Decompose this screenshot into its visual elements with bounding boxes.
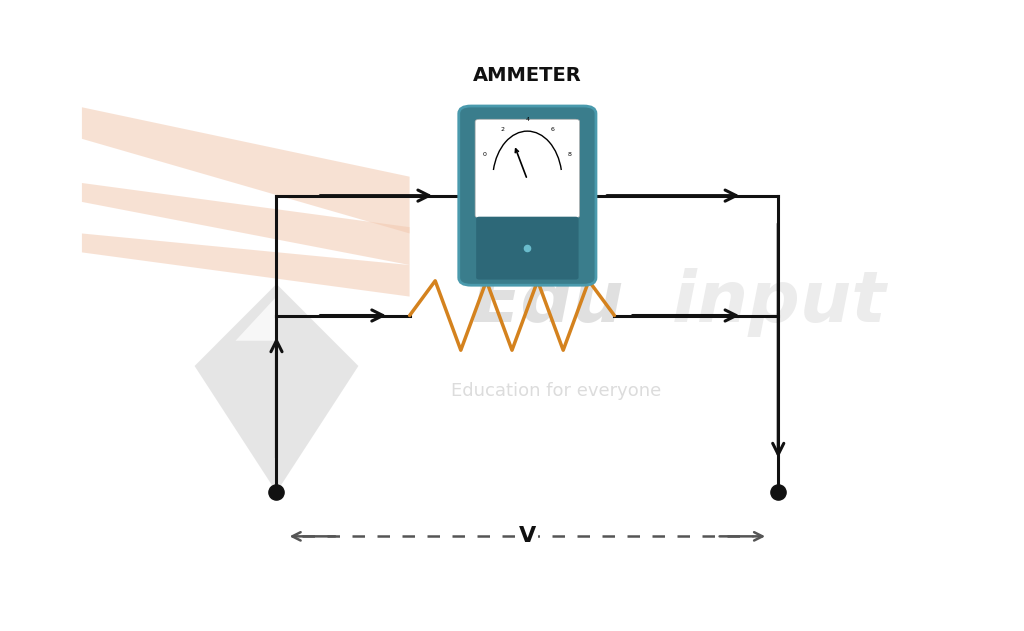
- Point: [770, 487, 786, 497]
- FancyBboxPatch shape: [475, 119, 580, 218]
- Text: Education for everyone: Education for everyone: [451, 382, 660, 400]
- Text: 6: 6: [551, 127, 555, 132]
- Text: 8: 8: [568, 152, 571, 157]
- Text: RESISTOR: RESISTOR: [458, 243, 566, 262]
- Polygon shape: [195, 284, 358, 492]
- Text: input: input: [471, 268, 886, 338]
- Text: 4: 4: [525, 117, 529, 122]
- Polygon shape: [236, 297, 276, 341]
- Point: [519, 243, 536, 253]
- Text: Edu: Edu: [471, 268, 624, 338]
- Text: V: V: [519, 526, 536, 546]
- Text: 2: 2: [500, 127, 504, 132]
- Point: [268, 487, 285, 497]
- Text: 0: 0: [483, 152, 486, 157]
- FancyBboxPatch shape: [459, 106, 596, 285]
- Text: AMMETER: AMMETER: [473, 66, 582, 85]
- FancyBboxPatch shape: [476, 216, 579, 280]
- Polygon shape: [82, 107, 410, 233]
- Polygon shape: [82, 183, 410, 265]
- Polygon shape: [82, 233, 410, 297]
